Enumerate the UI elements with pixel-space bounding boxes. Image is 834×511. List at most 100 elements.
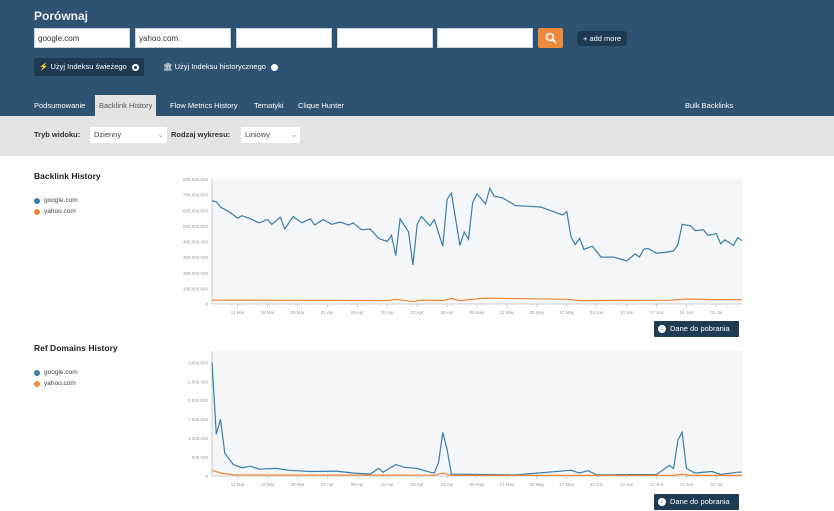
series-line-google.com — [211, 186, 743, 265]
x-tick-label: 06 May — [470, 310, 486, 315]
tab-clique-hunter[interactable]: Clique Hunter — [298, 101, 344, 110]
x-tick-label: 01 Apr — [321, 482, 335, 487]
ref-domains-history-chart: 0 500,000 1,000,000 1,500,000 2,000,000 2,500… — [188, 351, 742, 487]
page-title: Porównaj — [34, 9, 89, 23]
x-tick-label: 24 Jun — [680, 482, 694, 487]
y-tick-label: 800,000,000 — [183, 177, 209, 182]
y-tick-label: 3,000,000 — [188, 360, 209, 365]
y-tick-label: 2,000,000 — [188, 398, 209, 403]
legend-google[interactable]: google.com — [34, 197, 78, 204]
fresh-index-label: Użyj Indeksu świeżego — [50, 62, 127, 71]
download-icon: ↓ — [658, 325, 666, 333]
x-tick-label: 25 Mar — [290, 310, 305, 315]
search-button[interactable] — [538, 28, 563, 48]
y-tick-label: 0 — [205, 474, 208, 479]
tab-flow-metrics-history[interactable]: Flow Metrics History — [170, 101, 238, 110]
download-label: Dane do pobrania — [670, 324, 730, 333]
x-tick-label: 27 May — [559, 310, 575, 315]
legend-google[interactable]: google.com — [34, 369, 78, 376]
y-tick-label: 200,000,000 — [183, 271, 209, 276]
y-tick-label: 600,000,000 — [183, 208, 209, 213]
tab-bulk-backlinks[interactable]: Bulk Backlinks — [685, 101, 734, 110]
y-tick-label: 1,500,000 — [188, 417, 209, 422]
view-mode-label: Tryb widoku: — [34, 130, 81, 139]
x-tick-label: 06 May — [470, 482, 486, 487]
chart-type-value: Liniowy — [245, 130, 271, 139]
x-tick-label: 18 Mar — [261, 310, 276, 315]
series-line-yahoo.com — [211, 297, 742, 303]
x-tick-label: 08 Apr — [351, 482, 365, 487]
view-mode-select[interactable]: Dzienny ⌄ — [90, 127, 167, 143]
legend-label: google.com — [44, 369, 78, 376]
radio-selected-icon — [131, 63, 139, 71]
radio-unselected-icon — [271, 63, 279, 71]
domain-input-3[interactable] — [236, 28, 332, 48]
y-tick-label: 500,000,000 — [183, 224, 209, 229]
x-tick-label: 01 Jul — [710, 310, 722, 315]
domain-input-1[interactable] — [34, 28, 130, 48]
domain-input-5[interactable] — [437, 28, 533, 48]
x-tick-label: 11 Mar — [231, 482, 245, 487]
x-tick-label: 22 Apr — [411, 482, 425, 487]
x-tick-label: 27 May — [559, 482, 575, 487]
y-tick-label: 300,000,000 — [183, 255, 209, 260]
chevron-down-icon: ⌄ — [157, 130, 164, 139]
historic-index-toggle[interactable]: 🏛 Użyj Indeksu historycznego — [158, 58, 283, 76]
x-tick-label: 01 Apr — [321, 310, 335, 315]
legend-dot — [34, 380, 40, 387]
x-tick-label: 29 Apr — [441, 482, 455, 487]
legend-yahoo[interactable]: yahoo.com — [34, 380, 76, 387]
x-tick-label: 29 Apr — [441, 310, 455, 315]
legend-dot — [34, 208, 40, 215]
download-label: Dane do pobrania — [670, 497, 730, 506]
header: Porównaj + add more ⚡ Użyj Indeksu śwież… — [0, 0, 834, 116]
tab-podsumowanie[interactable]: Podsumowanie — [34, 101, 86, 110]
x-tick-label: 18 Mar — [261, 482, 276, 487]
view-mode-value: Dzienny — [94, 130, 122, 139]
x-tick-label: 15 Apr — [381, 310, 395, 315]
y-tick-label: 500,000 — [192, 455, 209, 460]
x-tick-label: 20 May — [529, 482, 545, 487]
x-tick-label: 17 Jun — [650, 310, 664, 315]
x-tick-label: 03 Jun — [590, 310, 604, 315]
legend-yahoo[interactable]: yahoo.com — [34, 208, 76, 215]
fresh-index-toggle[interactable]: ⚡ Użyj Indeksu świeżego — [34, 58, 144, 76]
legend-dot — [34, 369, 40, 376]
legend-label: google.com — [44, 197, 78, 204]
chart-type-select[interactable]: Liniowy ⌄ — [241, 127, 300, 143]
lightning-icon: ⚡ — [39, 62, 49, 71]
chevron-down-icon: ⌄ — [290, 130, 297, 139]
y-tick-label: 400,000,000 — [183, 240, 209, 245]
legend-dot — [34, 197, 40, 204]
y-tick-label: 1,000,000 — [188, 436, 209, 441]
x-tick-label: 10 Jun — [620, 310, 634, 315]
series-line-yahoo.com — [211, 469, 742, 476]
download-button[interactable]: ↓ Dane do pobrania — [654, 321, 739, 337]
x-tick-label: 13 May — [500, 482, 516, 487]
x-tick-label: 10 Jun — [620, 482, 634, 487]
x-tick-label: 24 Jun — [680, 310, 694, 315]
domain-input-4[interactable] — [337, 28, 433, 48]
archive-icon: 🏛 — [163, 62, 173, 71]
download-button[interactable]: ↓ Dane do pobrania — [654, 494, 739, 510]
backlink-history-chart: 0 100,000,000 200,000,000 300,000,000 400,00… — [183, 177, 743, 315]
x-tick-label: 08 Apr — [351, 310, 365, 315]
y-tick-label: 100,000,000 — [183, 286, 209, 291]
historic-index-label: Użyj Indeksu historycznego — [174, 62, 266, 71]
add-more-button[interactable]: + add more — [577, 31, 628, 46]
backlink-history-title: Backlink History — [34, 171, 101, 181]
tab-backlink-history[interactable]: Backlink History — [95, 95, 157, 116]
plot-area — [212, 179, 742, 304]
x-tick-label: 17 Jun — [650, 482, 664, 487]
ref-domains-history-title: Ref Domains History — [34, 343, 118, 353]
legend-label: yahoo.com — [44, 380, 76, 387]
legend-label: yahoo.com — [44, 208, 76, 215]
x-tick-label: 15 Apr — [381, 482, 395, 487]
tab-tematyki[interactable]: Tematyki — [254, 101, 284, 110]
domain-input-2[interactable] — [135, 28, 231, 48]
x-tick-label: 11 Mar — [231, 310, 245, 315]
x-tick-label: 25 Mar — [290, 482, 305, 487]
series-line-google.com — [211, 362, 742, 476]
y-tick-label: 0 — [205, 302, 208, 307]
x-tick-label: 22 Apr — [411, 310, 425, 315]
